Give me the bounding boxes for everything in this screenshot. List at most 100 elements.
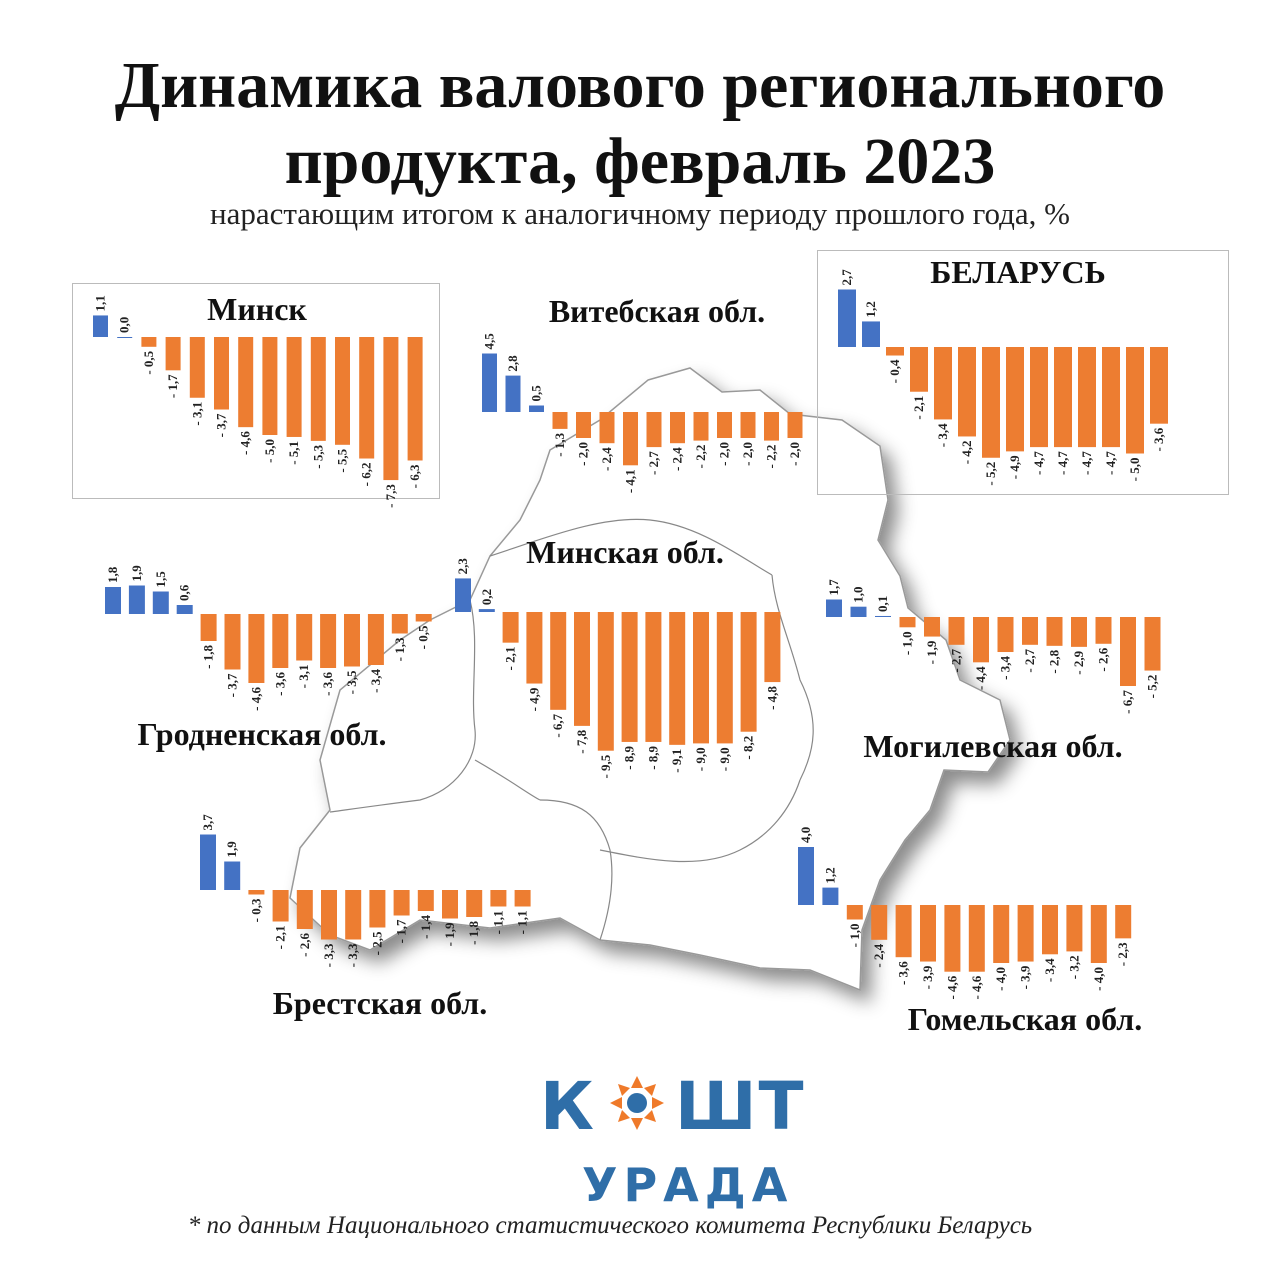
- bar-value-label: - 3,5: [344, 670, 359, 694]
- logo-word-left: К: [540, 1068, 596, 1145]
- bar: [1071, 617, 1087, 647]
- bar-value-label: - 2,2: [693, 445, 708, 469]
- bar: [248, 614, 265, 683]
- bar: [415, 614, 432, 622]
- logo-sun-icon: [610, 1076, 664, 1130]
- bar: [1042, 905, 1058, 955]
- bar: [1017, 905, 1034, 962]
- source-footnote: * по данным Национального статистическог…: [187, 1212, 1033, 1239]
- bar: [152, 591, 169, 614]
- bar-value-label: - 5,3: [310, 444, 325, 468]
- bar-value-label: - 1,1: [490, 911, 505, 935]
- bar-value-label: - 2,8: [1047, 649, 1062, 673]
- bar-value-label: - 5,2: [1145, 675, 1160, 699]
- bar: [895, 905, 912, 958]
- bar-value-label: - 3,6: [1151, 427, 1166, 451]
- bar: [286, 337, 302, 437]
- bar: [597, 612, 614, 751]
- bar-value-label: - 3,3: [345, 943, 360, 967]
- bar: [335, 337, 350, 445]
- bar-value-label: - 6,3: [407, 464, 422, 488]
- bar: [442, 890, 458, 919]
- bar-value-label: 1,2: [863, 301, 878, 317]
- bar-value-label: 0,1: [875, 596, 890, 612]
- bar: [176, 605, 193, 614]
- bar-value-label: 0,6: [177, 584, 192, 601]
- bar-value-label: 1,5: [153, 571, 168, 588]
- bar: [189, 337, 205, 398]
- bar-value-label: - 1,8: [466, 921, 481, 945]
- bar-value-label: - 6,7: [550, 713, 565, 737]
- region-title: Могилевская обл.: [863, 728, 1122, 764]
- bar: [321, 890, 337, 940]
- bar: [391, 614, 408, 634]
- bar: [670, 412, 685, 444]
- bar: [997, 617, 1014, 653]
- bar-value-label: - 2,1: [273, 926, 288, 950]
- bar: [165, 337, 181, 371]
- bar-value-label: 1,9: [224, 841, 239, 858]
- bar-value-label: - 6,7: [1120, 690, 1135, 714]
- bar-value-label: - 4,0: [1091, 967, 1106, 991]
- bar: [417, 890, 434, 911]
- bar-value-label: - 2,9: [1071, 650, 1086, 674]
- bar: [764, 412, 779, 441]
- bar-value-label: - 1,7: [394, 919, 409, 943]
- bar: [200, 614, 217, 641]
- region-title: Минск: [207, 291, 307, 327]
- bar-value-label: 1,7: [826, 579, 841, 596]
- bar-value-label: - 4,0: [993, 967, 1008, 991]
- bar-value-label: 1,2: [822, 867, 837, 883]
- bar: [798, 847, 814, 905]
- koshtu-urada-logo: К ШТ УРАДА: [540, 1068, 820, 1212]
- bar: [1120, 617, 1136, 687]
- bar: [944, 905, 961, 972]
- bar: [502, 612, 519, 643]
- bar: [505, 375, 521, 412]
- bar: [693, 412, 709, 441]
- bar-value-label: - 2,6: [1096, 647, 1111, 671]
- bar: [973, 617, 989, 663]
- bar-value-label: - 3,6: [272, 672, 287, 696]
- bar-value-label: - 0,5: [141, 350, 156, 374]
- bar: [455, 578, 471, 612]
- bar: [1115, 905, 1132, 939]
- bar-value-label: - 4,8: [764, 686, 779, 710]
- bar: [490, 890, 507, 907]
- bar: [296, 614, 313, 661]
- bar: [623, 412, 638, 466]
- bar: [141, 337, 157, 347]
- bar: [576, 412, 591, 438]
- bar: [296, 890, 313, 929]
- bar: [478, 609, 495, 612]
- bar: [128, 585, 145, 614]
- bar-value-label: - 4,6: [238, 431, 253, 455]
- bar: [645, 612, 662, 742]
- bar-value-label: - 1,3: [552, 432, 567, 456]
- region-title: Гродненская обл.: [137, 716, 386, 752]
- bar: [910, 347, 928, 392]
- bar: [224, 614, 241, 670]
- bar-value-label: - 9,5: [598, 754, 613, 778]
- bar-value-label: - 2,7: [949, 648, 964, 672]
- bar-value-label: - 3,3: [321, 943, 336, 967]
- bar: [716, 612, 733, 744]
- chart-6: 1,7 1,00,1- 1,0- 1,9- 2,7- 4,4- 3,4- 2,7-…: [826, 579, 1161, 764]
- bar-value-label: - 4,7: [1079, 451, 1094, 475]
- bar: [924, 617, 940, 637]
- bar: [886, 347, 904, 356]
- bar: [1022, 617, 1038, 645]
- bar-value-label: - 1,4: [418, 915, 433, 939]
- bar-value-label: - 4,7: [1055, 451, 1070, 475]
- bar-value-label: - 4,2: [959, 440, 974, 464]
- bar-value-label: - 2,0: [787, 442, 802, 466]
- bar-value-label: - 3,9: [920, 965, 935, 989]
- bar-value-label: - 1,8: [201, 645, 216, 669]
- bar: [920, 905, 936, 962]
- bar: [1054, 347, 1072, 448]
- chart-7: 3,7 1,9 - 0,3 - 2,1 - 2,6 - 3,3 - 3,3 - 2,5 - 1,…: [200, 814, 531, 1021]
- bar: [968, 905, 985, 972]
- bar-value-label: 0,2: [479, 589, 494, 605]
- bar-value-label: 1,1: [93, 295, 108, 311]
- bar: [214, 337, 229, 410]
